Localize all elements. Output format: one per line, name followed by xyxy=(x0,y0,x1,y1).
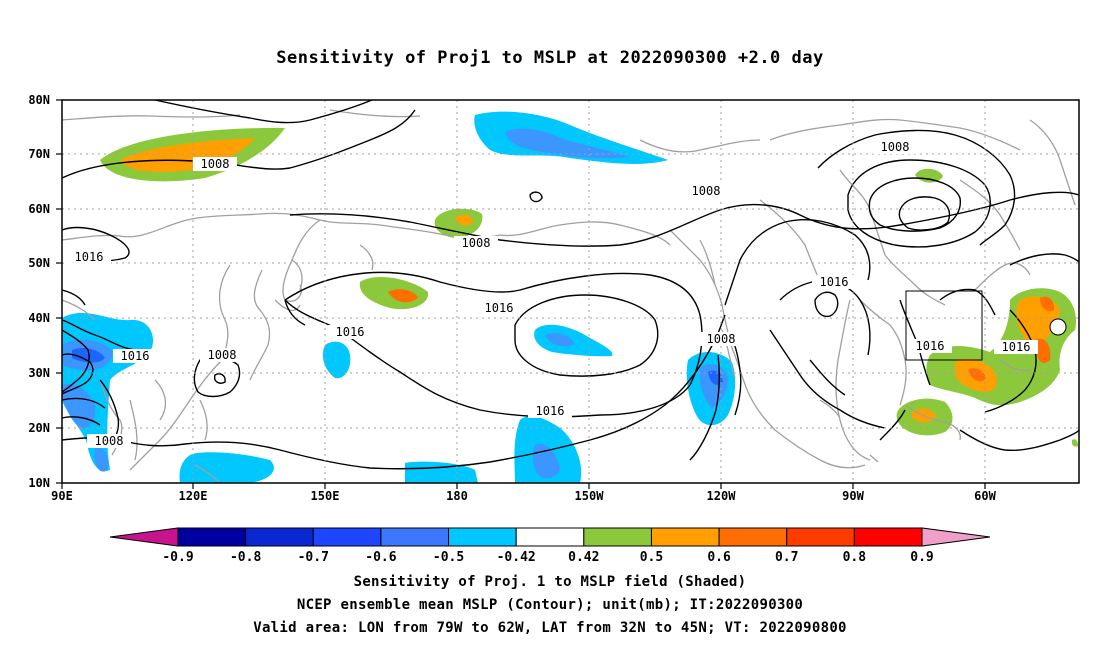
colorbar-tick-label: -0.8 xyxy=(230,550,261,565)
contour-label: 1016 xyxy=(1002,340,1031,354)
contour-label: 1008 xyxy=(208,348,237,362)
contour-label: 1008 xyxy=(881,140,910,154)
contour-label: 1008 xyxy=(462,236,491,250)
lon-label: 180 xyxy=(446,489,468,503)
colorbar-swatch xyxy=(245,527,314,547)
colorbar-low-arrow xyxy=(109,527,179,547)
latitude-labels: 80N 70N 60N 50N 40N 30N 20N 10N xyxy=(28,93,50,490)
longitude-labels: 90E 120E 150E 180 150W 120W 90W 60W xyxy=(51,489,996,503)
lon-label: 60W xyxy=(974,489,996,503)
lon-label: 120W xyxy=(707,489,737,503)
colorbar-swatch xyxy=(718,527,788,547)
colorbar-tick-label: -0.5 xyxy=(433,550,464,565)
colorbar-swatch xyxy=(583,527,652,547)
caption-line-2: NCEP ensemble mean MSLP (Contour); unit(… xyxy=(296,597,804,613)
lat-label: 30N xyxy=(28,366,50,380)
lat-label: 60N xyxy=(28,202,50,216)
contour-label: 1008 xyxy=(95,434,124,448)
contour-label: 1008 xyxy=(707,332,736,346)
colorbar-tick-label: 0.6 xyxy=(707,550,731,565)
caption-line-1: Sensitivity of Proj. 1 to MSLP field (Sh… xyxy=(353,574,747,590)
colorbar-tick-label: 0.9 xyxy=(910,550,933,565)
coastlines xyxy=(62,109,1076,483)
colorbar-swatch xyxy=(853,527,923,547)
contour-label: 1016 xyxy=(336,325,365,339)
contour-label: 1008 xyxy=(692,184,721,198)
colorbar-tick-label: -0.42 xyxy=(497,550,536,565)
lon-label: 150E xyxy=(311,489,340,503)
lat-label: 10N xyxy=(28,476,50,490)
valid-area-box xyxy=(905,290,983,361)
colorbar-tick-label: 0.5 xyxy=(640,550,663,565)
lat-label: 70N xyxy=(28,147,50,161)
chart-title: Sensitivity of Proj1 to MSLP at 20220903… xyxy=(276,48,824,68)
colorbar-swatch xyxy=(312,527,382,547)
colorbar-swatch xyxy=(515,527,585,547)
lat-label: 20N xyxy=(28,421,50,435)
contour-label: 1016 xyxy=(75,250,104,264)
contour-label: 1008 xyxy=(201,157,230,171)
colorbar-swatch xyxy=(380,527,450,547)
colorbar-swatch xyxy=(177,527,247,547)
colorbar-tick-label: 0.42 xyxy=(568,550,599,565)
lon-label: 150W xyxy=(575,489,605,503)
map-frame xyxy=(61,99,1080,484)
lat-label: 80N xyxy=(28,93,50,107)
colorbar-tick-label: 0.8 xyxy=(843,550,867,565)
caption-line-3: Valid area: LON from 79W to 62W, LAT fro… xyxy=(253,620,847,636)
colorbar-high-arrow xyxy=(921,527,991,547)
colorbar: -0.9 -0.8 -0.7 -0.6 -0.5 -0.42 0.42 0.5 0.6 0.7 0.… xyxy=(109,527,991,565)
contour-label: 1016 xyxy=(916,339,945,353)
contour-labels: 1008 1008 1008 1008 1008 1008 1008 1016 … xyxy=(67,140,1038,448)
lon-label: 90E xyxy=(51,489,73,503)
lon-label: 90W xyxy=(842,489,864,503)
colorbar-tick-label: -0.7 xyxy=(298,550,329,565)
colorbar-swatch xyxy=(650,527,720,547)
colorbar-tick-label: 0.7 xyxy=(775,550,798,565)
lon-label: 120E xyxy=(179,489,208,503)
contour-label: 1016 xyxy=(121,349,150,363)
contour-label: 1016 xyxy=(820,275,849,289)
lat-label: 50N xyxy=(28,256,50,270)
contour-label: 1016 xyxy=(536,404,565,418)
tick-marks xyxy=(56,99,986,489)
lat-label: 40N xyxy=(28,311,50,325)
colorbar-tick-label: -0.6 xyxy=(365,550,396,565)
contour-label: 1016 xyxy=(485,301,514,315)
colorbar-swatch xyxy=(448,527,517,547)
colorbar-tick-label: -0.9 xyxy=(162,550,193,565)
colorbar-swatch xyxy=(786,527,855,547)
